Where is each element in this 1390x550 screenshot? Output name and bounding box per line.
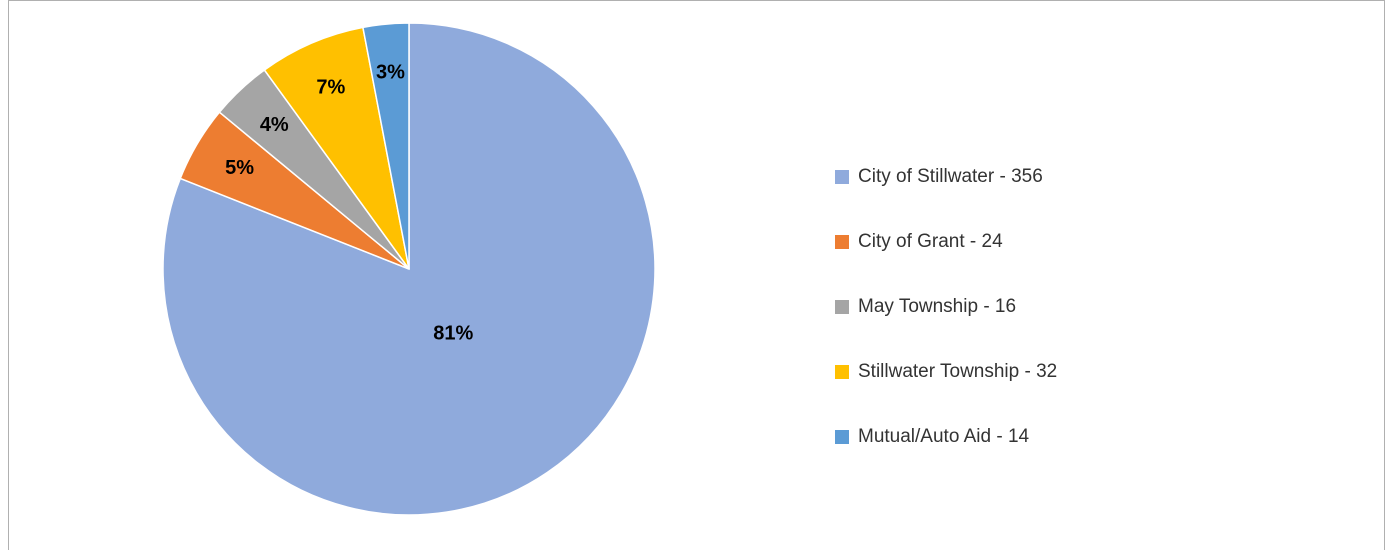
data-label: 7%: [316, 77, 345, 99]
data-label: 3%: [376, 61, 405, 83]
data-label: 4%: [260, 114, 289, 136]
data-label: 81%: [433, 322, 473, 344]
data-label: 5%: [225, 157, 254, 179]
legend-label: Mutual/Auto Aid - 14: [858, 426, 1030, 447]
legend-label: Stillwater Township - 32: [858, 361, 1057, 382]
legend-swatch: [835, 170, 849, 184]
pie-slice: [162, 22, 656, 516]
legend-label: May Township - 16: [858, 296, 1016, 317]
legend-swatch: [835, 365, 849, 379]
legend-label: City of Grant - 24: [858, 231, 1003, 252]
pie-slice: [263, 26, 410, 270]
legend-swatch: [835, 300, 849, 314]
legend-label: City of Stillwater - 356: [858, 166, 1043, 187]
legend-swatch: [835, 430, 849, 444]
pie-slice: [362, 22, 410, 270]
legend-swatch: [835, 235, 849, 249]
